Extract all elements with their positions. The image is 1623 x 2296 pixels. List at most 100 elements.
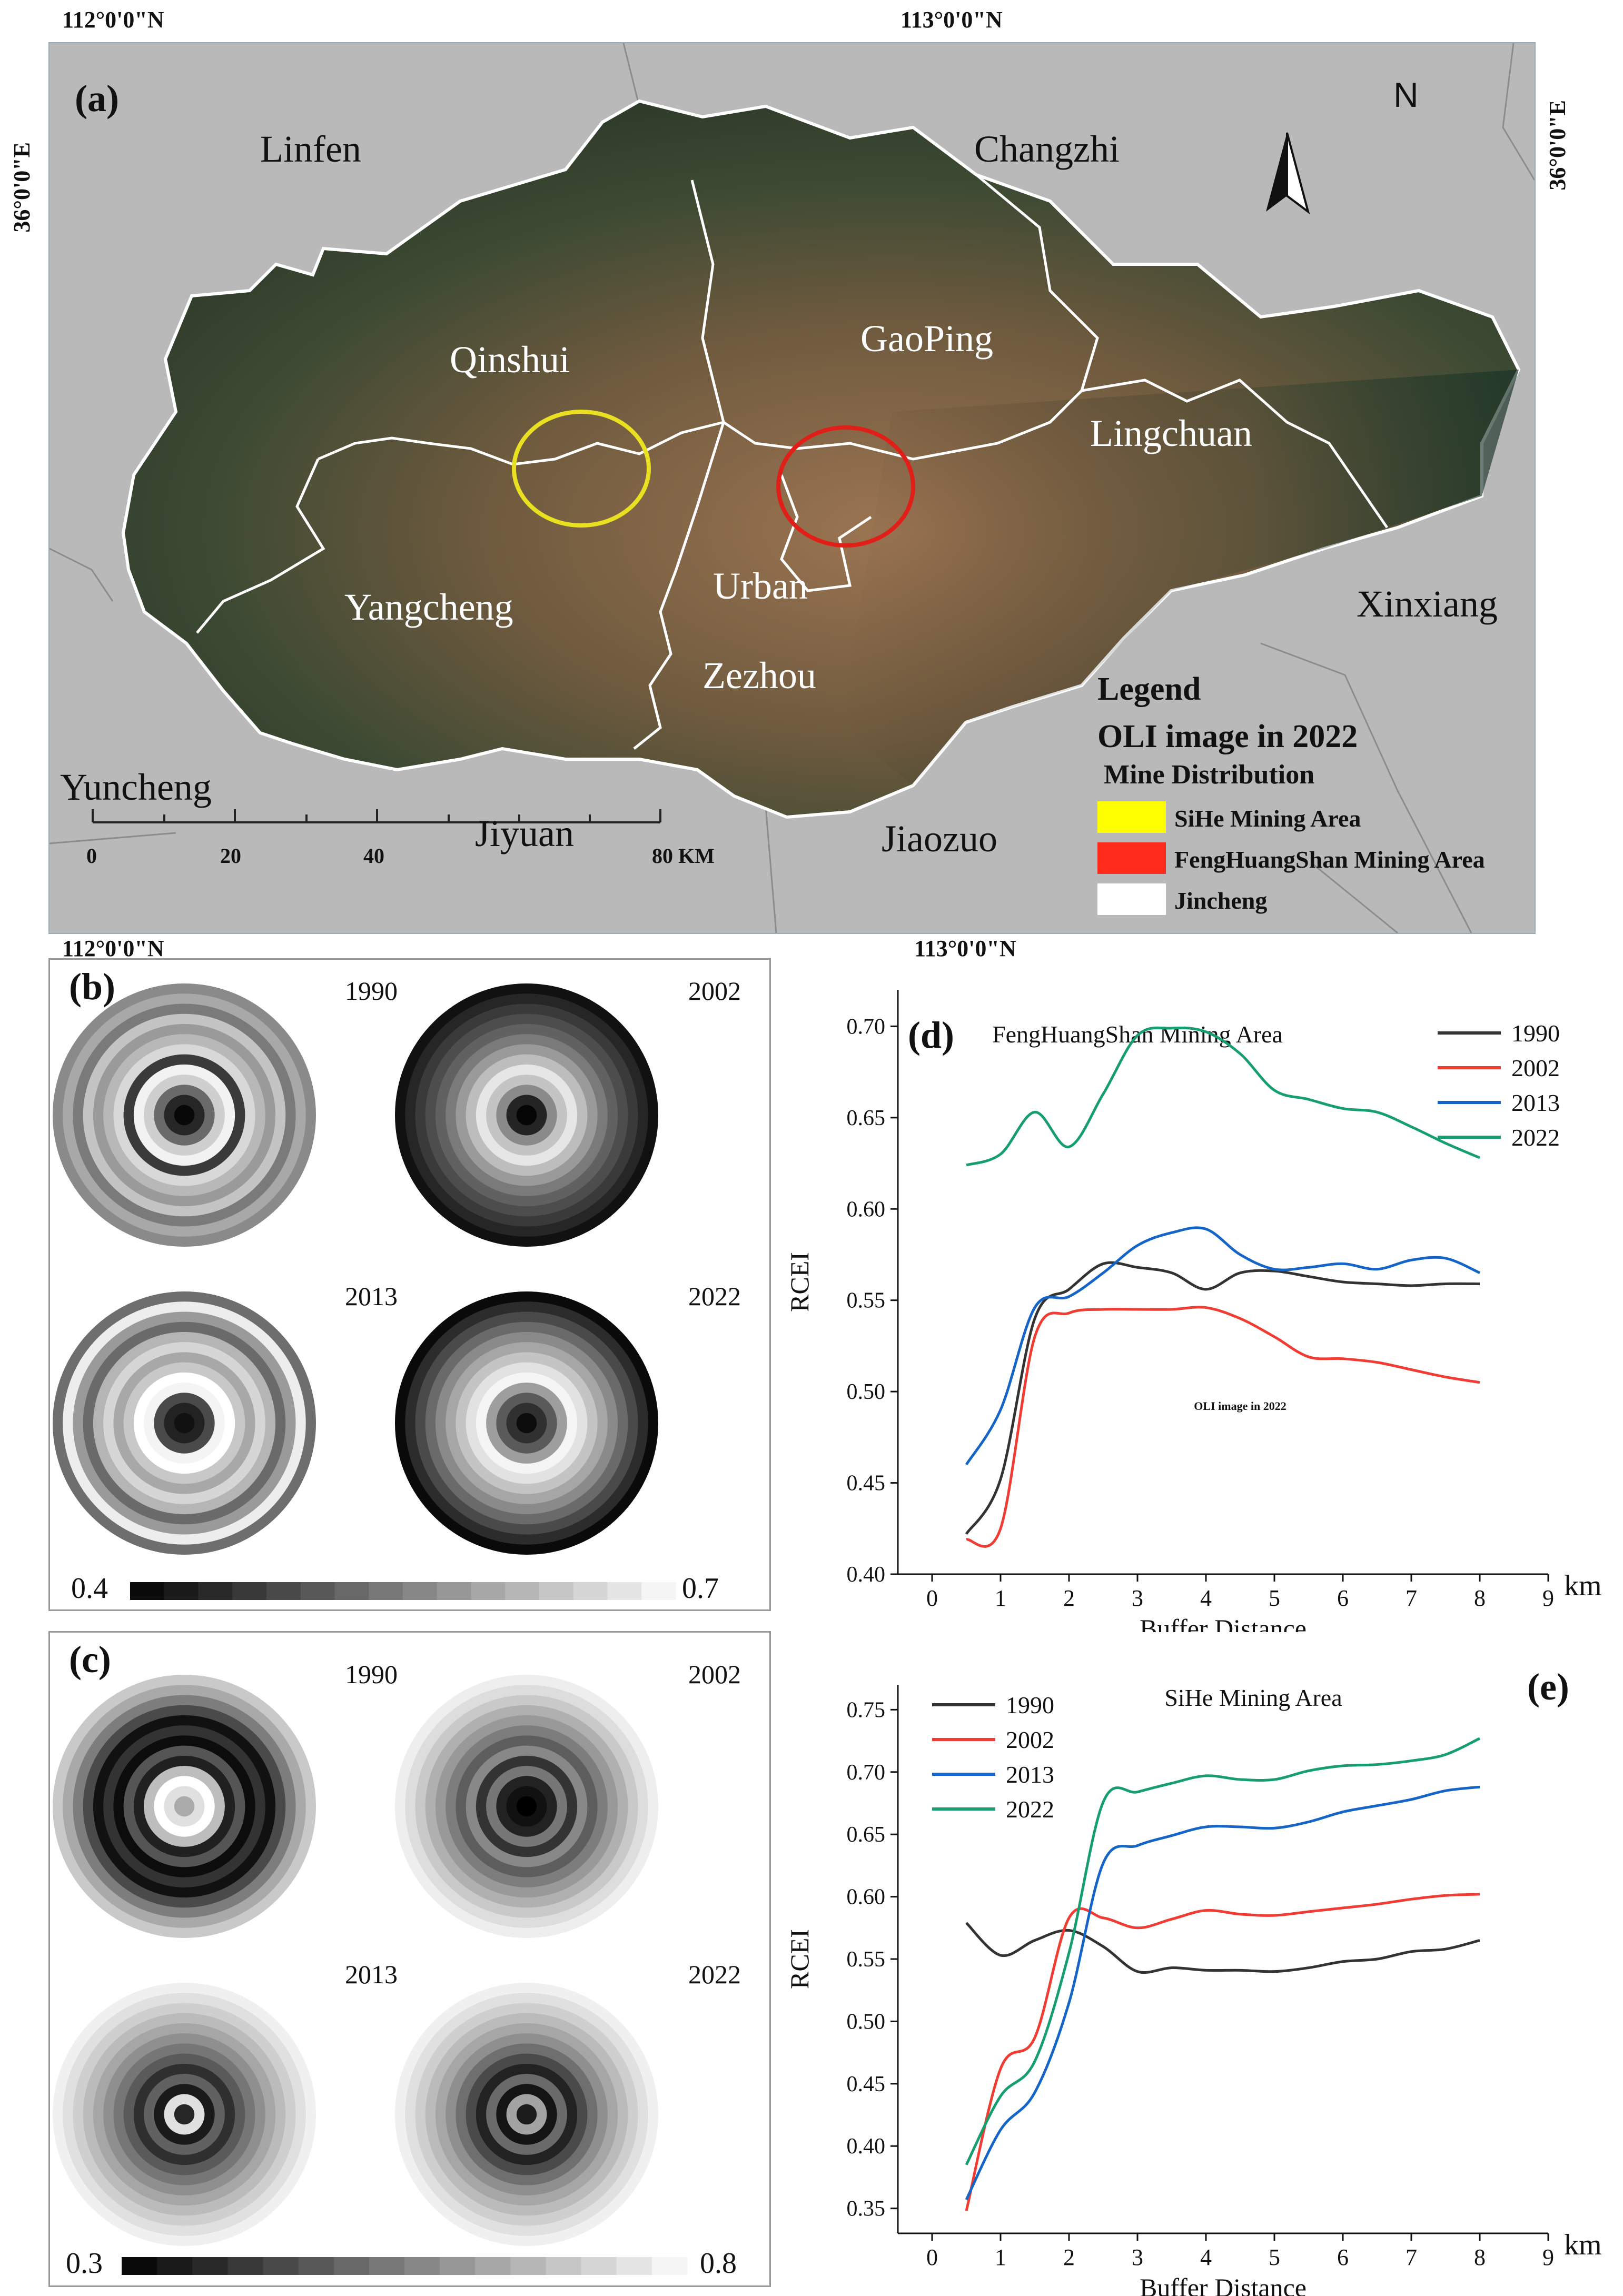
colorbar-step [475,2257,511,2275]
x-tick-label: 1 [995,1585,1006,1611]
y-axis-label: RCEI [790,1929,814,1989]
x-tick-label: 1 [995,2244,1006,2270]
series-line-2022 [965,1737,1481,2165]
series-line-2002 [966,1306,1480,1548]
ring [516,2104,537,2125]
panel-c-scale-min: 0.3 [66,2247,103,2280]
fenghuangshan-mining-circle [776,425,915,548]
label-linfen: Linfen [260,128,361,170]
y-tick-label: 0.50 [847,2010,886,2034]
chart-annotation: OLI image in 2022 [1194,1399,1286,1413]
label-yuncheng: Yuncheng [60,766,212,808]
map-panel[interactable]: (a) N Linfen Changzhi Xinxiang Yuncheng … [48,42,1536,934]
colorbar-step [651,2257,688,2275]
panel-b-scale-min: 0.4 [71,1572,108,1605]
panel-tag: (d) [908,1014,954,1056]
jincheng-region [121,99,1521,819]
panel-c-rings [53,1675,688,2275]
label-jiaozuo: Jiaozuo [882,818,997,860]
colorbar-step [232,1582,267,1600]
colorbar-step [157,2257,193,2275]
x-tick-label: 7 [1406,1585,1417,1611]
colorbar-step [471,1582,506,1600]
x-tick-label: 9 [1542,1585,1554,1611]
colorbar-step [369,1582,403,1600]
legend-swatch-sihe [1097,801,1166,833]
coord-bottom-left: 112°0'0"N [62,936,164,961]
colorbar-step [573,1582,608,1600]
colorbar-step [369,2257,405,2275]
panel-b-year-2013: 2013 [345,1281,398,1311]
grayscale-colorbar [122,2257,688,2275]
y-tick-label: 0.45 [847,2072,886,2096]
label-jiyuan: Jiyuan [475,812,574,854]
ring [516,1796,537,1817]
colorbar-step [333,2257,370,2275]
colorbar-step [122,2257,157,2275]
legend-label-2022: 2022 [1511,1124,1560,1151]
y-tick-label: 0.65 [847,1823,886,1847]
colorbar-step [334,1582,369,1600]
colorbar-step [227,2257,263,2275]
coord-top-right: 113°0'0"N [900,7,1003,33]
colorbar-step [404,2257,440,2275]
y-tick-label: 0.70 [847,1761,886,1785]
colorbar-step [130,1582,165,1600]
scale-tick-80: 80 KM [652,844,715,868]
x-tick-label: 0 [926,2244,938,2270]
colorbar-step [641,1582,676,1600]
label-qinshui: Qinshui [450,339,570,381]
y-tick-label: 0.65 [847,1106,886,1130]
x-tick-label: 0 [926,1585,938,1611]
legend-label-2002: 2002 [1511,1055,1560,1081]
ring [174,1413,195,1434]
panel-b-tag: (b) [69,966,115,1008]
panel-c-year-2013: 2013 [345,1960,398,1989]
legend-label-2002: 2002 [1006,1726,1054,1753]
x-tick-label: 5 [1269,1585,1280,1611]
x-tick-label: 3 [1132,1585,1143,1611]
colorbar-step [403,1582,438,1600]
ring-chart-1990 [53,983,316,1247]
map-canvas [50,43,1535,933]
ring-chart-2013 [53,1983,316,2246]
coord-left: 36°0'0"E [9,142,35,233]
legend-label-1990: 1990 [1006,1692,1054,1718]
x-unit-label: km [1564,1569,1602,1602]
colorbar-step [539,1582,574,1600]
colorbar-step [164,1582,199,1600]
sihe-mining-circle [512,410,651,528]
legend-label-sihe: SiHe Mining Area [1174,805,1361,832]
panel-b-year-2022: 2022 [688,1281,741,1311]
y-tick-label: 0.40 [847,2134,886,2159]
y-tick-label: 0.40 [847,1563,886,1587]
x-tick-label: 4 [1200,1585,1212,1611]
coord-top-left: 112°0'0"N [62,7,164,33]
label-lingchuan: Lingchuan [1090,412,1252,454]
scale-bar [92,809,661,823]
x-tick-label: 5 [1269,2244,1280,2270]
chart-title: SiHe Mining Area [1164,1684,1342,1711]
x-tick-label: 6 [1337,2244,1349,2270]
coord-right: 36°0'0"E [1545,100,1570,191]
legend-title: Legend [1097,671,1201,707]
y-tick-label: 0.55 [847,1289,886,1313]
legend-label-2013: 2013 [1511,1089,1560,1116]
label-zezhou: Zezhou [702,654,816,697]
grayscale-colorbar [130,1582,676,1600]
colorbar-step [607,1582,642,1600]
x-tick-label: 3 [1132,2244,1143,2270]
x-tick-label: 8 [1474,1585,1486,1611]
legend-label-2013: 2013 [1006,1761,1054,1788]
series-line-2013 [965,1226,1481,1466]
y-tick-label: 0.60 [847,1885,886,1910]
ring [516,1105,537,1126]
legend-subtitle: OLI image in 2022 [1097,719,1358,754]
north-label: N [1393,75,1419,114]
panel-c-year-1990: 1990 [345,1659,398,1689]
colorbar-step [440,2257,476,2275]
colorbar-step [510,2257,546,2275]
legend-label-2022: 2022 [1006,1796,1054,1823]
y-axis-label: RCEI [790,1252,814,1312]
ring-chart-2002 [395,983,658,1247]
